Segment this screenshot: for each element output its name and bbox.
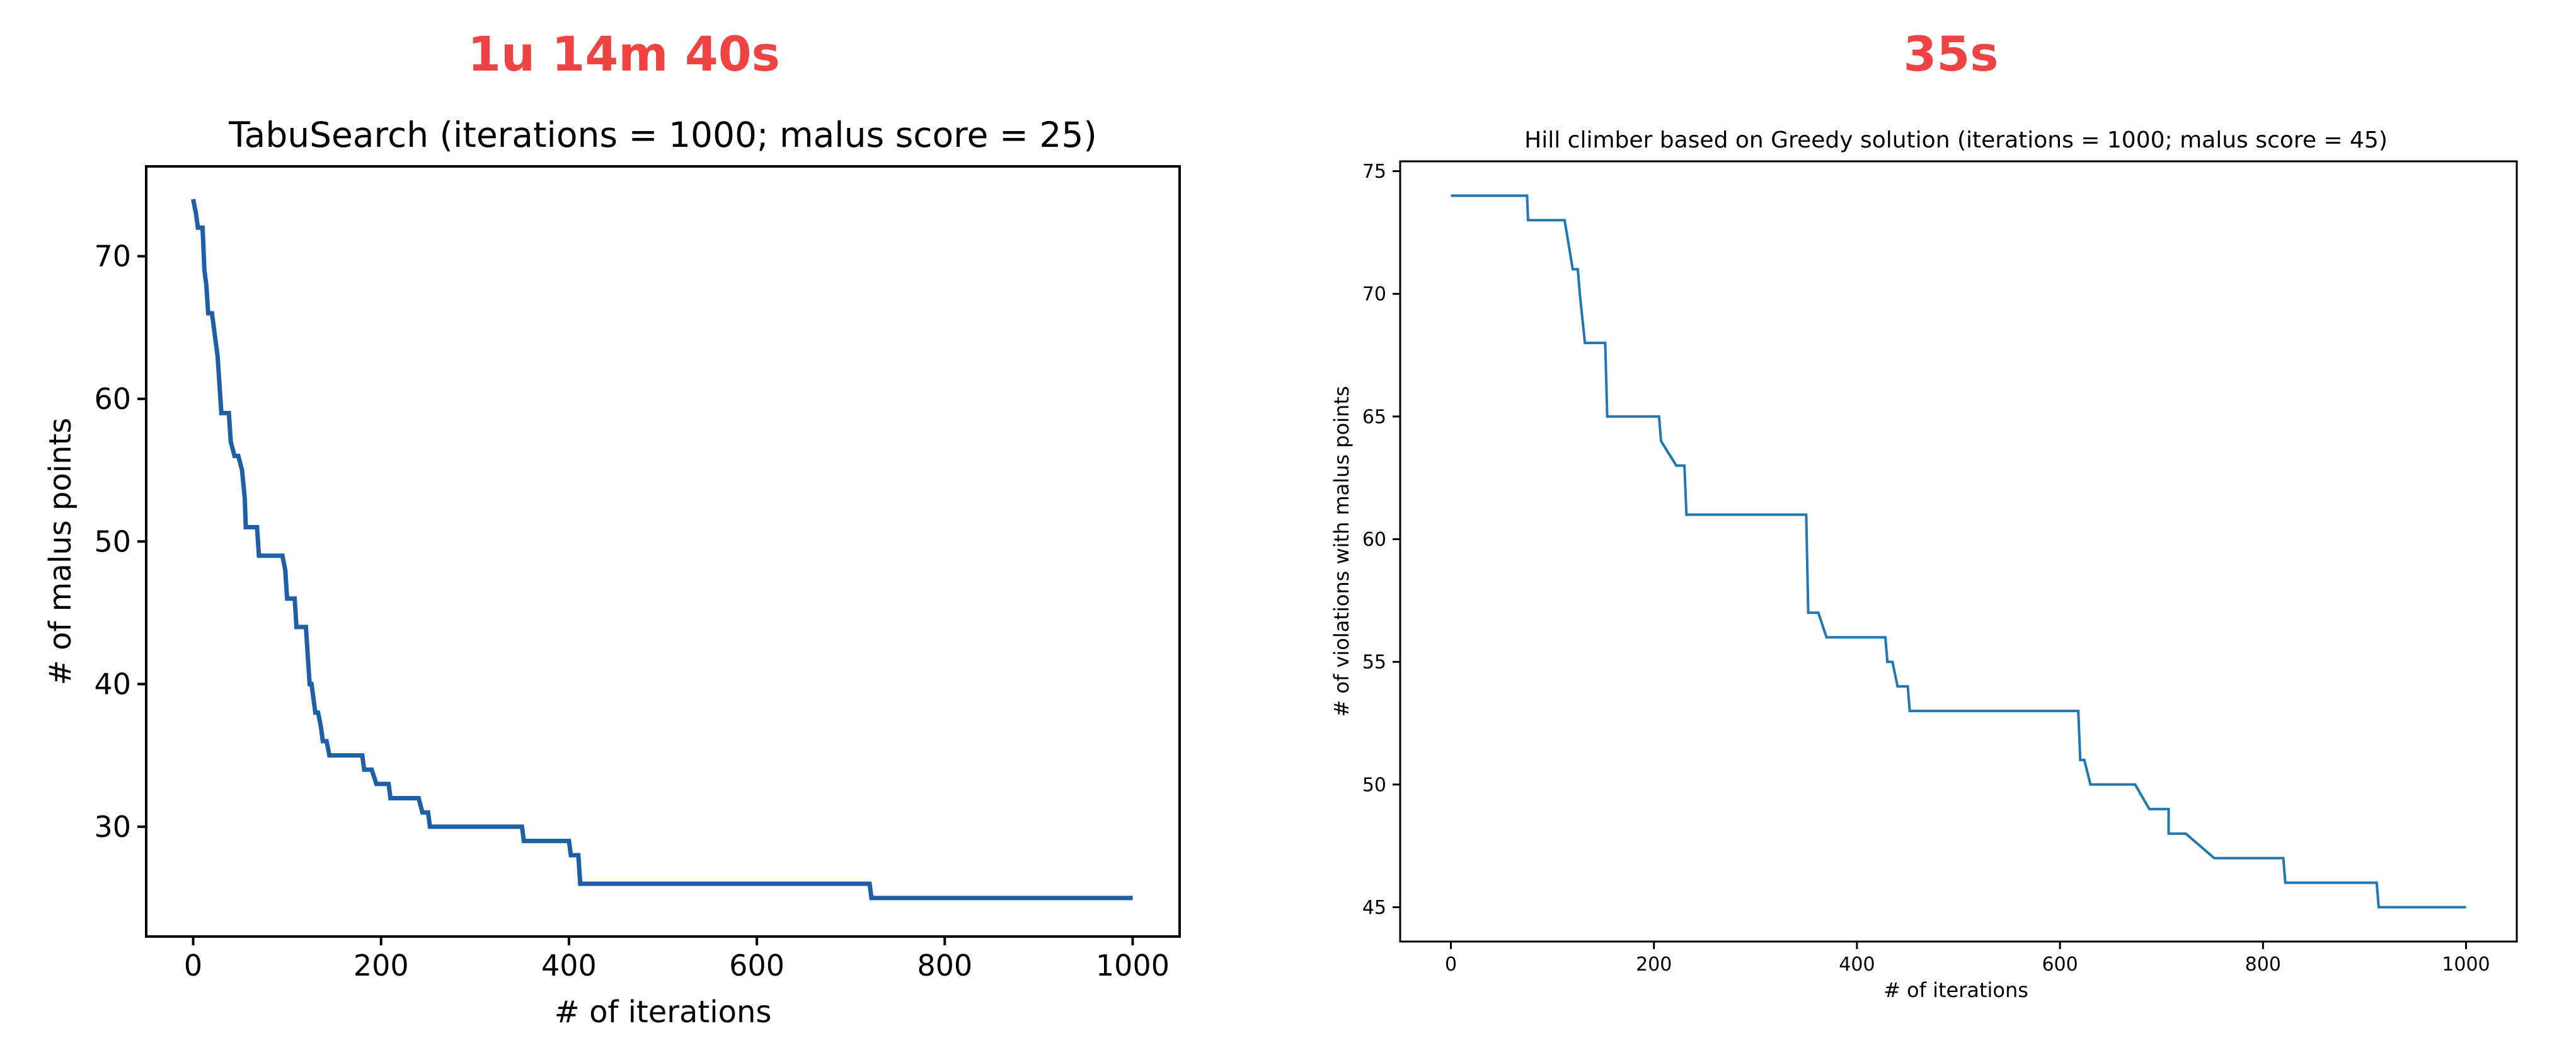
y-tick-label: 70 <box>1362 284 1386 306</box>
y-tick-label: 60 <box>94 382 131 416</box>
y-axis-label: # of malus points <box>43 418 78 686</box>
x-tick-label: 1000 <box>1096 948 1170 983</box>
chart-title: TabuSearch (iterations = 1000; malus sco… <box>228 115 1097 155</box>
y-tick-label: 65 <box>1362 406 1386 428</box>
y-tick-label: 70 <box>94 239 131 274</box>
x-tick-label: 400 <box>1839 954 1875 976</box>
x-tick-label: 600 <box>729 948 785 983</box>
series-line <box>1451 194 2466 909</box>
x-tick-label: 200 <box>1636 954 1672 976</box>
y-axis-ticks: 30 40 50 60 70 <box>94 239 146 844</box>
x-axis-label: # of iterations <box>1883 978 2028 1002</box>
x-tick-label: 800 <box>917 948 972 983</box>
x-tick-label: 0 <box>184 948 202 983</box>
plot-area-frame <box>1399 160 2518 943</box>
x-tick-label: 800 <box>2245 954 2281 976</box>
x-tick-label: 600 <box>2042 954 2078 976</box>
y-tick-label: 60 <box>1362 529 1386 551</box>
y-tick-label: 30 <box>94 810 131 844</box>
chart-hill-climber: 35s Hill climber based on Greedy solutio… <box>1330 26 2518 1002</box>
y-tick-label: 45 <box>1362 897 1386 919</box>
x-tick-label: 0 <box>1445 954 1457 976</box>
x-tick-label: 200 <box>354 948 409 983</box>
y-tick-label: 50 <box>94 524 131 558</box>
x-tick-label: 400 <box>541 948 597 983</box>
y-tick-label: 50 <box>1362 774 1386 796</box>
x-axis-ticks: 0 200 400 600 800 1000 <box>184 937 1170 983</box>
y-tick-label: 75 <box>1362 161 1386 183</box>
y-tick-label: 55 <box>1362 652 1386 674</box>
x-axis-label: # of iterations <box>555 994 772 1030</box>
y-axis-label: # of violations with malus points <box>1330 386 1354 717</box>
plot-area-frame <box>145 165 1181 938</box>
series-line <box>191 199 1133 901</box>
y-tick-label: 40 <box>94 667 131 701</box>
y-axis-ticks: 45 50 55 60 65 70 75 <box>1362 161 1400 919</box>
chart-tabusearch: 1u 14m 40s TabuSearch (iterations = 1000… <box>43 26 1181 1030</box>
x-tick-label: 1000 <box>2442 954 2490 976</box>
runtime-label: 35s <box>1904 26 1999 82</box>
x-axis-ticks: 0 200 400 600 800 1000 <box>1445 942 2490 976</box>
runtime-label: 1u 14m 40s <box>468 26 780 82</box>
chart-title: Hill climber based on Greedy solution (i… <box>1524 127 2388 153</box>
